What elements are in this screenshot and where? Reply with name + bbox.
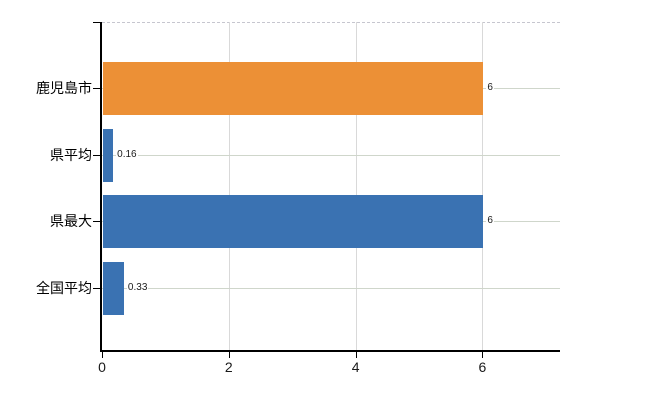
y-gridline	[102, 287, 560, 289]
bar	[103, 261, 124, 315]
x-axis-tick	[482, 352, 484, 358]
bar	[103, 62, 484, 115]
y-axis-tick	[93, 88, 100, 89]
x-axis-tick	[355, 352, 357, 358]
x-gridline	[482, 22, 484, 350]
x-axis-line	[100, 350, 560, 352]
x-axis-tick	[102, 352, 103, 358]
category-label: 全国平均	[36, 279, 92, 296]
category-label: 県最大	[50, 213, 92, 229]
bar	[103, 195, 484, 248]
category-label: 県平均	[50, 146, 92, 163]
x-tick-label: 6	[478, 359, 487, 375]
bar	[103, 128, 114, 182]
x-axis-tick	[228, 352, 230, 358]
x-gridline	[355, 22, 357, 350]
x-tick-label: 2	[224, 359, 233, 375]
category-label: 鹿児島市	[36, 80, 92, 96]
value-label: 0.16	[116, 148, 138, 161]
y-axis-tick	[93, 154, 100, 156]
x-tick-label: 0	[98, 359, 106, 375]
x-gridline	[228, 22, 230, 350]
y-gridline	[102, 154, 560, 156]
plot-top-gridline	[102, 22, 560, 23]
y-axis-line	[100, 22, 102, 352]
value-label: 0.33	[126, 281, 149, 294]
y-axis-tick	[93, 287, 100, 289]
y-axis-tick	[93, 221, 100, 222]
x-tick-label: 4	[351, 359, 360, 375]
value-label: 6	[486, 215, 494, 227]
y-axis-top-tick	[93, 22, 100, 23]
value-label: 6	[486, 82, 494, 94]
